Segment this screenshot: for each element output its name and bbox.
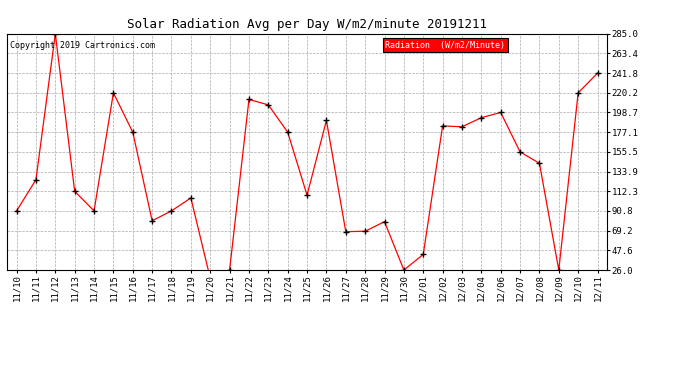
- Title: Solar Radiation Avg per Day W/m2/minute 20191211: Solar Radiation Avg per Day W/m2/minute …: [127, 18, 487, 31]
- Text: Copyright 2019 Cartronics.com: Copyright 2019 Cartronics.com: [10, 41, 155, 50]
- Text: Radiation  (W/m2/Minute): Radiation (W/m2/Minute): [385, 41, 505, 50]
